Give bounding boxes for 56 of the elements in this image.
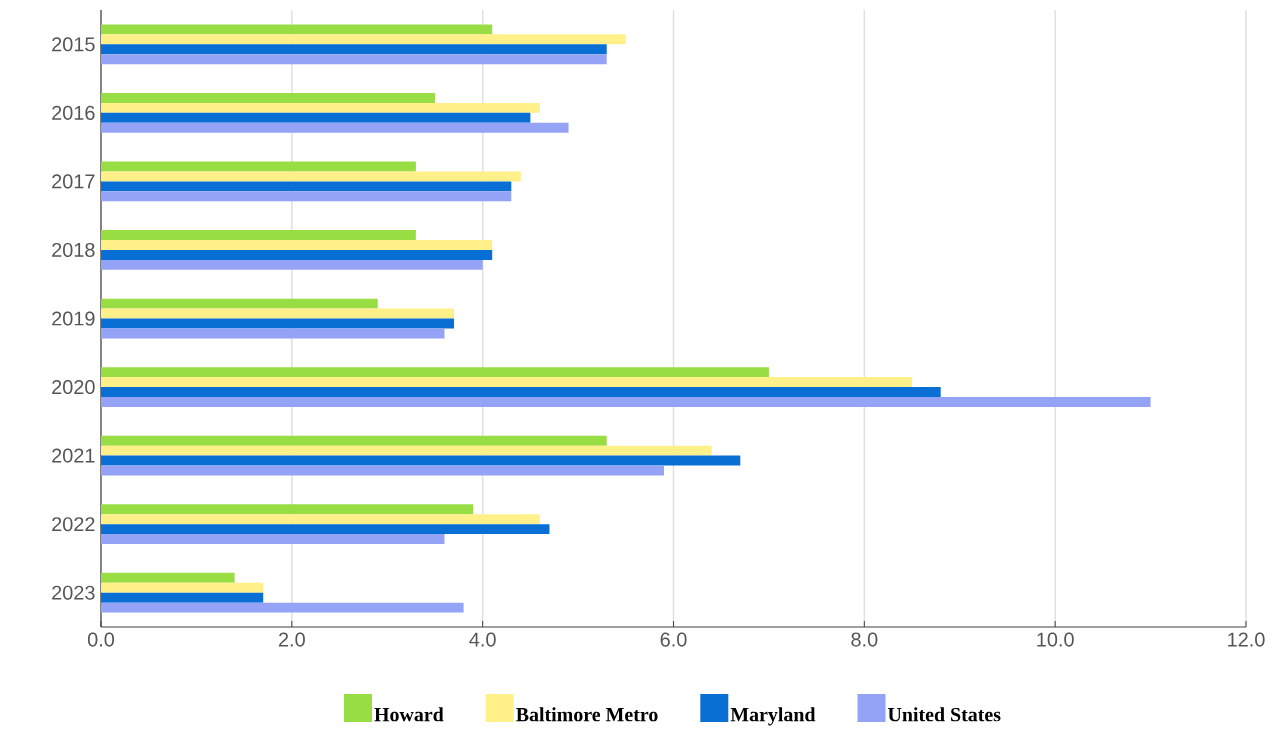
bar [101, 397, 1151, 407]
bar [101, 34, 626, 45]
bar [101, 524, 550, 535]
bar [101, 112, 531, 123]
bar [101, 240, 493, 250]
bar [101, 298, 378, 309]
x-tick-label: 6.0 [660, 632, 687, 647]
legend-label: Howard [374, 707, 444, 722]
bar [101, 328, 445, 339]
legend-label: United States [888, 707, 1001, 722]
bar [101, 181, 512, 192]
bar [101, 44, 607, 55]
y-tick-label: 2022 [52, 517, 95, 532]
x-tick-label: 10.0 [1037, 632, 1074, 647]
legend-label: Maryland [730, 707, 816, 726]
bar [101, 102, 540, 113]
bar [101, 171, 521, 182]
y-tick-label: 2019 [52, 311, 95, 326]
bar [101, 367, 769, 378]
bar [101, 572, 235, 583]
x-tick-label: 8.0 [851, 632, 878, 647]
bar [101, 249, 493, 260]
bar [101, 582, 264, 593]
x-tick-label: 0.0 [87, 632, 115, 647]
bar [101, 445, 712, 456]
bar [101, 122, 569, 133]
bar [101, 465, 664, 476]
bar [101, 387, 941, 397]
y-tick-label: 2023 [52, 585, 95, 600]
legend-label: Baltimore Metro [516, 707, 658, 722]
x-tick-label: 12.0 [1228, 632, 1265, 647]
bar [101, 92, 435, 103]
y-tick-label: 2016 [52, 105, 95, 120]
bar [101, 602, 464, 613]
bar [101, 592, 264, 603]
bar [101, 504, 474, 515]
bar [101, 514, 540, 525]
x-tick-label: 4.0 [469, 632, 496, 647]
bar [101, 377, 913, 388]
bar [101, 259, 483, 270]
y-tick-label: 2015 [52, 37, 95, 52]
y-tick-label: 2017 [52, 174, 95, 189]
bar [101, 230, 416, 241]
bar [101, 54, 607, 65]
y-tick-label: 2020 [52, 380, 95, 395]
y-tick-label: 2021 [52, 448, 95, 463]
bar [101, 191, 512, 202]
bar [101, 435, 607, 446]
bar [101, 455, 741, 466]
bar [101, 24, 493, 35]
bar [101, 161, 416, 172]
y-tick-label: 2018 [52, 242, 95, 257]
bar [101, 318, 455, 329]
bar [101, 534, 445, 545]
bar [101, 308, 455, 319]
x-tick-label: 2.0 [278, 632, 305, 647]
